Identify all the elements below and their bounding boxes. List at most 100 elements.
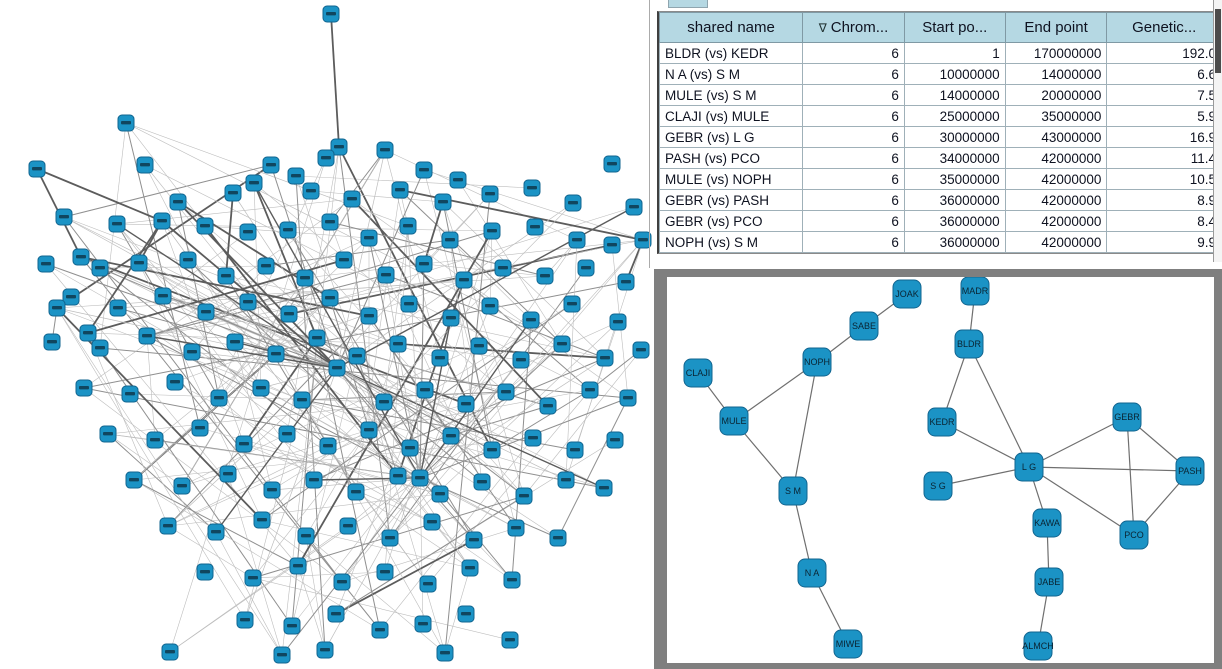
table-cell[interactable]: 20000000 xyxy=(1004,84,1108,106)
network-node[interactable] xyxy=(892,279,922,309)
filter-icon[interactable]: ∇ xyxy=(818,21,827,35)
node-label: S M xyxy=(785,486,801,496)
table-cell[interactable]: 6 xyxy=(802,42,905,64)
table-cell[interactable]: 6 xyxy=(802,63,905,85)
table-row[interactable]: GEBR (vs) PASH 6 36000000 42000000 8.9 xyxy=(658,189,1222,211)
network-node[interactable] xyxy=(1014,452,1044,482)
node-label-smudge xyxy=(474,344,484,348)
table-cell[interactable]: NOPH (vs) S M xyxy=(658,231,804,253)
network-node[interactable] xyxy=(849,311,879,341)
table-cell[interactable]: 14000000 xyxy=(903,84,1006,106)
table-row[interactable]: MULE (vs) S M 6 14000000 20000000 7.5 xyxy=(658,84,1222,106)
table-cell[interactable]: 35000000 xyxy=(1004,105,1108,127)
table-row[interactable]: MULE (vs) NOPH 6 35000000 42000000 10.5 xyxy=(658,168,1222,190)
table-row[interactable]: BLDR (vs) KEDR 6 1 170000000 192.0 xyxy=(658,42,1222,64)
table-cell[interactable]: 6 xyxy=(802,210,905,232)
table-cell[interactable]: 42000000 xyxy=(1004,210,1108,232)
table-cell[interactable]: N A (vs) S M xyxy=(658,63,804,85)
table-cell[interactable]: 10.5 xyxy=(1106,168,1222,190)
network-node[interactable] xyxy=(1032,508,1062,538)
table-cell[interactable]: 25000000 xyxy=(903,105,1006,127)
table-cell[interactable]: 8.4 xyxy=(1106,210,1222,232)
network-edge xyxy=(295,175,358,357)
table-cell[interactable]: 6 xyxy=(802,84,905,106)
table-row[interactable]: PASH (vs) PCO 6 34000000 42000000 11.4 xyxy=(658,147,1222,169)
table-cell[interactable]: 6.6 xyxy=(1106,63,1222,85)
network-node[interactable] xyxy=(778,476,808,506)
main-network-canvas[interactable] xyxy=(0,0,655,669)
network-node[interactable] xyxy=(954,329,984,359)
table-cell[interactable]: 43000000 xyxy=(1004,126,1108,148)
table-cell[interactable]: BLDR (vs) KEDR xyxy=(658,42,804,64)
table-cell[interactable]: 36000000 xyxy=(903,189,1006,211)
network-node[interactable] xyxy=(1119,520,1149,550)
table-cell[interactable]: 30000000 xyxy=(903,126,1006,148)
table-cell[interactable]: MULE (vs) NOPH xyxy=(658,168,804,190)
table-cell[interactable]: GEBR (vs) L G xyxy=(658,126,804,148)
table-cell[interactable]: 6 xyxy=(802,147,905,169)
network-edge xyxy=(305,535,446,654)
table-cell[interactable]: 10000000 xyxy=(903,63,1006,85)
table-cell[interactable]: GEBR (vs) PASH xyxy=(658,189,804,211)
table-cell[interactable]: 35000000 xyxy=(903,168,1006,190)
table-cell[interactable]: 5.9 xyxy=(1106,105,1222,127)
table-cell[interactable]: PASH (vs) PCO xyxy=(658,147,804,169)
table-cell[interactable]: MULE (vs) S M xyxy=(658,84,804,106)
network-node[interactable] xyxy=(833,629,863,659)
table-top-tab[interactable] xyxy=(668,0,708,8)
column-header-chrom[interactable]: ∇ Chrom... xyxy=(802,12,905,43)
table-cell[interactable]: 36000000 xyxy=(903,231,1006,253)
network-edge xyxy=(478,345,525,497)
table-row[interactable]: NOPH (vs) S M 6 36000000 42000000 9.9 xyxy=(658,231,1222,253)
table-cell[interactable]: 9.9 xyxy=(1106,231,1222,253)
table-cell[interactable]: 36000000 xyxy=(903,210,1006,232)
table-cell[interactable]: 34000000 xyxy=(903,147,1006,169)
network-edge xyxy=(162,231,249,297)
table-cell[interactable]: 1 xyxy=(903,42,1006,64)
table-cell[interactable]: 11.4 xyxy=(1106,147,1222,169)
column-header-sharedname[interactable]: shared name xyxy=(658,12,804,43)
table-row[interactable]: GEBR (vs) L G 6 30000000 43000000 16.9 xyxy=(658,126,1222,148)
table-cell[interactable]: GEBR (vs) PCO xyxy=(658,210,804,232)
table-row[interactable]: N A (vs) S M 6 10000000 14000000 6.6 xyxy=(658,63,1222,85)
network-node[interactable] xyxy=(1034,567,1064,597)
table-cell[interactable]: 170000000 xyxy=(1004,42,1108,64)
network-edge xyxy=(1028,466,1135,536)
node-label-smudge xyxy=(287,624,297,628)
table-cell[interactable]: 6 xyxy=(802,126,905,148)
table-row[interactable]: GEBR (vs) PCO 6 36000000 42000000 8.4 xyxy=(658,210,1222,232)
table-scrollbar-thumb[interactable] xyxy=(1215,9,1221,73)
table-cell[interactable]: 14000000 xyxy=(1004,63,1108,85)
network-edge xyxy=(146,335,338,369)
network-node[interactable] xyxy=(719,406,749,436)
table-scrollbar-track[interactable] xyxy=(1213,0,1222,262)
network-node[interactable] xyxy=(797,558,827,588)
table-cell[interactable]: 42000000 xyxy=(1004,189,1108,211)
table-cell[interactable]: 192.0 xyxy=(1106,42,1222,64)
network-node[interactable] xyxy=(960,276,990,306)
network-node[interactable] xyxy=(927,407,957,437)
network-node[interactable] xyxy=(1175,456,1205,486)
table-cell[interactable]: 7.5 xyxy=(1106,84,1222,106)
table-cell[interactable]: 6 xyxy=(802,189,905,211)
column-header-genetic[interactable]: Genetic... xyxy=(1106,12,1222,43)
table-row[interactable]: CLAJI (vs) MULE 6 25000000 35000000 5.9 xyxy=(658,105,1222,127)
table-cell[interactable]: CLAJI (vs) MULE xyxy=(658,105,804,127)
network-node[interactable] xyxy=(923,471,953,501)
subnetwork-canvas[interactable]: JOAK SABE NOPH CLAJI MULE KEDR S M S G N A MIWE MA… xyxy=(667,276,1214,663)
table-cell[interactable]: 6 xyxy=(802,168,905,190)
column-header-endpoint[interactable]: End point xyxy=(1004,12,1108,43)
table-cell[interactable]: 16.9 xyxy=(1106,126,1222,148)
column-header-startpo[interactable]: Start po... xyxy=(903,12,1006,43)
table-cell[interactable]: 42000000 xyxy=(1004,147,1108,169)
table-cell[interactable]: 42000000 xyxy=(1004,231,1108,253)
table-cell[interactable]: 8.9 xyxy=(1106,189,1222,211)
table-cell[interactable]: 6 xyxy=(802,105,905,127)
network-node[interactable] xyxy=(683,358,713,388)
network-edge xyxy=(260,387,517,529)
table-cell[interactable]: 6 xyxy=(802,231,905,253)
network-node[interactable] xyxy=(802,347,832,377)
table-cell[interactable]: 42000000 xyxy=(1004,168,1108,190)
network-node[interactable] xyxy=(1112,402,1142,432)
network-node[interactable] xyxy=(1023,631,1053,661)
